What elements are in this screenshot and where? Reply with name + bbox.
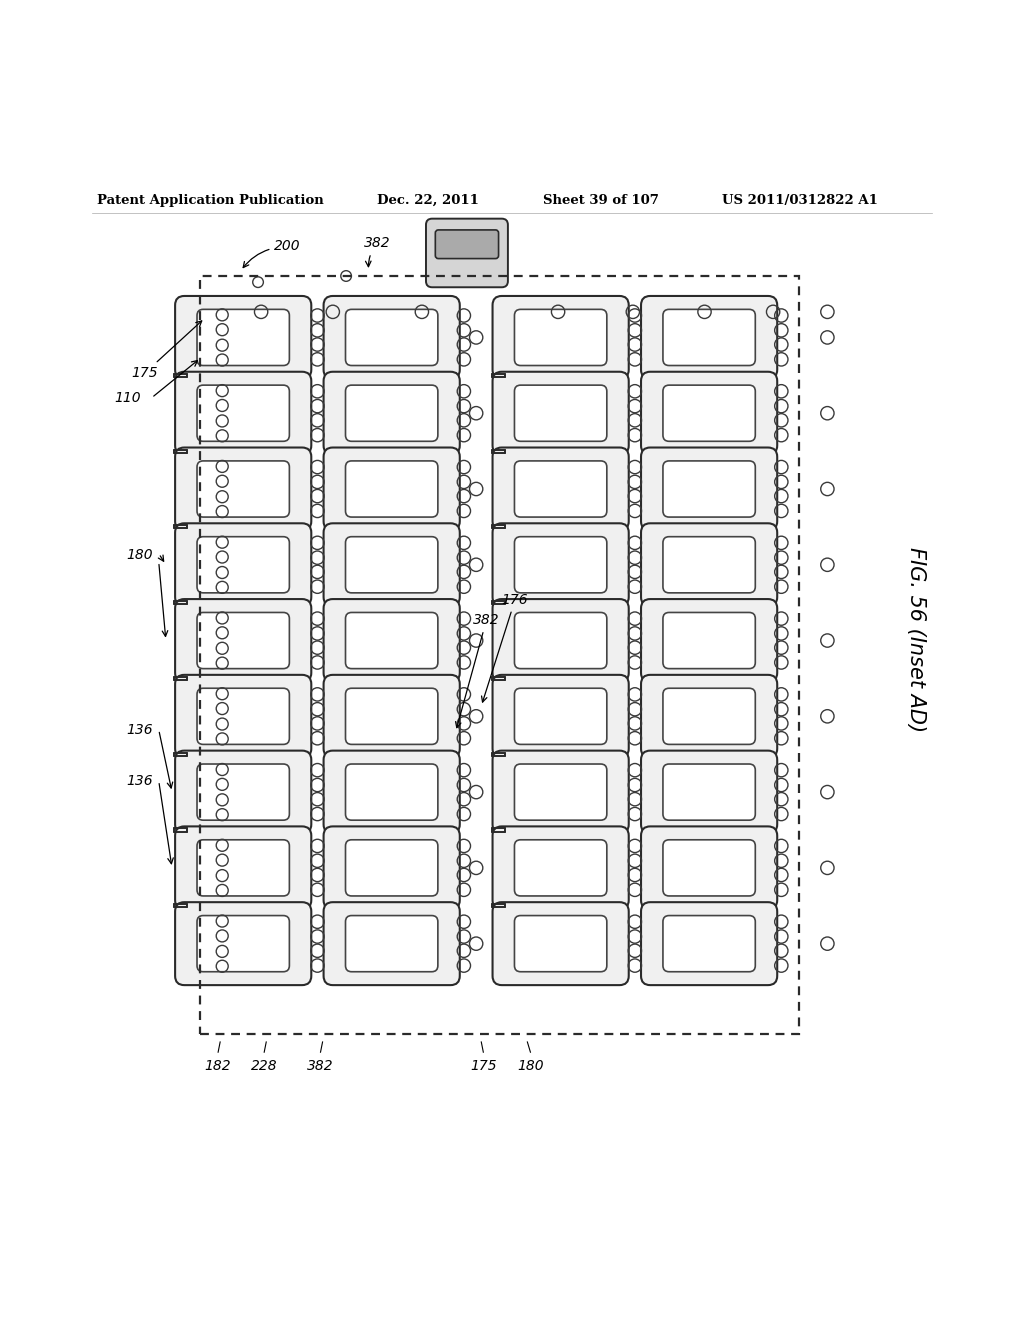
FancyBboxPatch shape <box>324 447 460 531</box>
Bar <box>200 276 799 1034</box>
FancyBboxPatch shape <box>175 675 311 758</box>
Text: 382: 382 <box>307 1060 334 1073</box>
FancyBboxPatch shape <box>641 826 777 909</box>
FancyBboxPatch shape <box>197 385 290 441</box>
FancyBboxPatch shape <box>493 902 629 985</box>
FancyBboxPatch shape <box>345 309 438 366</box>
FancyBboxPatch shape <box>175 523 311 606</box>
FancyBboxPatch shape <box>663 764 756 820</box>
Text: Dec. 22, 2011: Dec. 22, 2011 <box>377 194 478 207</box>
FancyBboxPatch shape <box>663 612 756 669</box>
FancyBboxPatch shape <box>663 537 756 593</box>
FancyBboxPatch shape <box>324 826 460 909</box>
FancyBboxPatch shape <box>514 916 607 972</box>
FancyBboxPatch shape <box>514 688 607 744</box>
FancyBboxPatch shape <box>175 296 311 379</box>
FancyBboxPatch shape <box>493 296 629 379</box>
FancyBboxPatch shape <box>324 751 460 833</box>
Text: 382: 382 <box>364 236 390 267</box>
FancyBboxPatch shape <box>345 916 438 972</box>
FancyBboxPatch shape <box>663 840 756 896</box>
FancyBboxPatch shape <box>175 447 311 531</box>
FancyBboxPatch shape <box>641 296 777 379</box>
FancyBboxPatch shape <box>493 372 629 454</box>
FancyBboxPatch shape <box>493 447 629 531</box>
FancyBboxPatch shape <box>663 385 756 441</box>
FancyBboxPatch shape <box>514 840 607 896</box>
FancyBboxPatch shape <box>345 612 438 669</box>
FancyBboxPatch shape <box>426 219 508 288</box>
FancyBboxPatch shape <box>345 461 438 517</box>
FancyBboxPatch shape <box>514 764 607 820</box>
FancyBboxPatch shape <box>514 612 607 669</box>
FancyBboxPatch shape <box>514 537 607 593</box>
Text: 176: 176 <box>481 593 528 702</box>
FancyBboxPatch shape <box>514 461 607 517</box>
FancyBboxPatch shape <box>197 840 290 896</box>
FancyBboxPatch shape <box>435 230 499 259</box>
Text: 180: 180 <box>517 1060 544 1073</box>
Text: Sheet 39 of 107: Sheet 39 of 107 <box>543 194 658 207</box>
FancyBboxPatch shape <box>324 599 460 682</box>
FancyBboxPatch shape <box>324 902 460 985</box>
FancyBboxPatch shape <box>175 902 311 985</box>
FancyBboxPatch shape <box>663 916 756 972</box>
FancyBboxPatch shape <box>324 523 460 606</box>
FancyBboxPatch shape <box>175 826 311 909</box>
FancyBboxPatch shape <box>514 385 607 441</box>
FancyBboxPatch shape <box>493 599 629 682</box>
Text: 136: 136 <box>126 774 153 788</box>
FancyBboxPatch shape <box>197 461 290 517</box>
FancyBboxPatch shape <box>324 372 460 454</box>
Text: FIG. 56 (Inset AD): FIG. 56 (Inset AD) <box>906 546 927 733</box>
FancyBboxPatch shape <box>197 309 290 366</box>
FancyBboxPatch shape <box>324 296 460 379</box>
FancyBboxPatch shape <box>641 675 777 758</box>
FancyBboxPatch shape <box>641 523 777 606</box>
FancyBboxPatch shape <box>493 523 629 606</box>
Text: 228: 228 <box>251 1060 278 1073</box>
FancyBboxPatch shape <box>663 688 756 744</box>
Text: Patent Application Publication: Patent Application Publication <box>97 194 324 207</box>
FancyBboxPatch shape <box>493 826 629 909</box>
Text: 110: 110 <box>115 391 141 405</box>
Text: 200: 200 <box>243 239 301 268</box>
Text: 182: 182 <box>205 1060 231 1073</box>
FancyBboxPatch shape <box>663 309 756 366</box>
FancyBboxPatch shape <box>641 599 777 682</box>
FancyBboxPatch shape <box>641 902 777 985</box>
FancyBboxPatch shape <box>345 840 438 896</box>
FancyBboxPatch shape <box>493 675 629 758</box>
FancyBboxPatch shape <box>197 612 290 669</box>
Text: 175: 175 <box>470 1060 497 1073</box>
FancyBboxPatch shape <box>345 688 438 744</box>
Text: 180: 180 <box>126 548 153 561</box>
FancyBboxPatch shape <box>175 372 311 454</box>
Text: 136: 136 <box>126 723 153 737</box>
Text: US 2011/0312822 A1: US 2011/0312822 A1 <box>722 194 878 207</box>
FancyBboxPatch shape <box>197 688 290 744</box>
FancyBboxPatch shape <box>514 309 607 366</box>
FancyBboxPatch shape <box>197 537 290 593</box>
FancyBboxPatch shape <box>197 764 290 820</box>
Text: 178: 178 <box>473 224 500 243</box>
FancyBboxPatch shape <box>345 385 438 441</box>
FancyBboxPatch shape <box>324 675 460 758</box>
FancyBboxPatch shape <box>175 599 311 682</box>
FancyBboxPatch shape <box>641 447 777 531</box>
FancyBboxPatch shape <box>345 537 438 593</box>
FancyBboxPatch shape <box>197 916 290 972</box>
FancyBboxPatch shape <box>345 764 438 820</box>
FancyBboxPatch shape <box>663 461 756 517</box>
FancyBboxPatch shape <box>493 751 629 833</box>
FancyBboxPatch shape <box>175 751 311 833</box>
FancyBboxPatch shape <box>641 751 777 833</box>
Text: 175: 175 <box>131 321 202 380</box>
Text: 382: 382 <box>456 614 500 727</box>
FancyBboxPatch shape <box>641 372 777 454</box>
